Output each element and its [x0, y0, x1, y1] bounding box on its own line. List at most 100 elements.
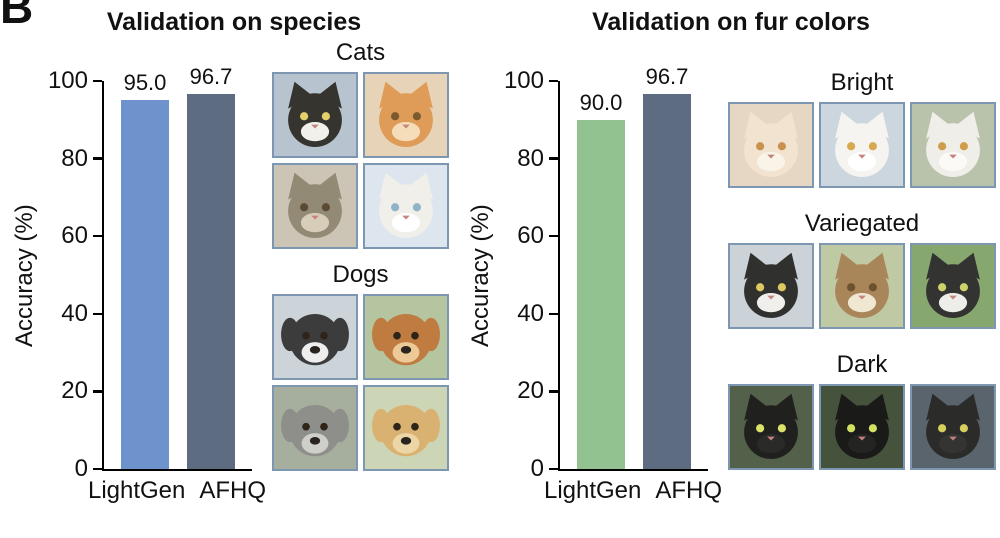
species-bar-chart: Accuracy (%) 95.0 96.7 0 20 40 60 80 100 Light…	[10, 37, 266, 538]
fur-bar-chart: Accuracy (%) 90.0 96.7 0 20 40 60 80 100 Light…	[466, 37, 722, 538]
y-tick-mark	[549, 157, 558, 160]
cat-photo-bright-1	[728, 102, 814, 188]
x-category-label-afhq: AFHQ	[199, 477, 267, 504]
species-x-axis-categories: LightGen AFHQ	[88, 471, 266, 505]
cat-photo-dark-3	[910, 384, 996, 470]
species-panel-title: Validation on species	[106, 8, 362, 36]
y-tick-mark	[549, 390, 558, 393]
y-tick-100: 100	[40, 69, 102, 93]
y-tick-label: 0	[74, 455, 88, 482]
fur-plot-column: 90.0 96.7 0 20 40 60 80 100 LightGen AFHQ	[496, 37, 722, 538]
dog-face-icon	[281, 313, 349, 366]
bar-lightgen	[121, 100, 169, 469]
cat-face-icon	[926, 393, 980, 460]
cat-face-icon	[744, 111, 798, 178]
y-tick-mark	[93, 234, 102, 238]
dog-photo-dogs-2	[363, 294, 449, 380]
species-plot-column: 95.0 96.7 0 20 40 60 80 100 LightGen AFHQ	[40, 37, 266, 538]
y-tick-mark	[93, 312, 102, 316]
dog-photo-dogs-1	[272, 294, 358, 380]
bar-value-label-lightgen: 95.0	[123, 70, 167, 96]
image-group-dogs: Dogs	[272, 261, 449, 471]
cat-face-icon	[379, 172, 433, 239]
y-tick-label: 60	[517, 222, 544, 250]
bar-afhq	[643, 93, 691, 469]
species-panel-body: Accuracy (%) 95.0 96.7 0 20 40 60 80 100 Light…	[10, 37, 458, 538]
y-tick-80: 80	[496, 144, 558, 172]
species-validation-panel: Validation on species Accuracy (%) 95.0 9…	[10, 6, 458, 538]
y-tick-mark	[549, 467, 558, 471]
fur-panel-title: Validation on fur colors	[592, 8, 870, 36]
bar-value-label-afhq: 96.7	[189, 63, 233, 89]
dog-face-icon	[372, 404, 440, 457]
y-tick-100: 100	[496, 69, 558, 93]
bar-group-lightgen: 95.0	[121, 70, 169, 469]
fur-x-axis-categories: LightGen AFHQ	[544, 471, 722, 505]
image-group-dark: Dark	[728, 351, 996, 470]
fur-example-images: Bright Variegated Dark	[728, 69, 996, 538]
dog-photo-dogs-4	[363, 385, 449, 471]
y-tick-mark	[93, 157, 102, 160]
cat-photo-variegated-2	[819, 243, 905, 329]
image-grid-dogs	[272, 294, 449, 471]
cat-face-icon	[288, 81, 342, 148]
x-category-label-afhq: AFHQ	[655, 477, 723, 504]
cat-face-icon	[744, 393, 798, 460]
dog-face-icon	[281, 404, 349, 457]
y-tick-60: 60	[40, 224, 102, 248]
image-grid-bright	[728, 102, 996, 188]
y-tick-label: 0	[530, 455, 544, 482]
cat-photo-bright-2	[819, 102, 905, 188]
bar-afhq	[187, 93, 235, 469]
fur-plot-area: 90.0 96.7 0 20 40 60 80 100	[504, 64, 708, 481]
fur-panel-body: Accuracy (%) 90.0 96.7 0 20 40 60 80 100 Light…	[466, 37, 996, 538]
y-tick-label: 100	[503, 67, 544, 94]
fur-y-axis-label: Accuracy (%)	[467, 204, 494, 348]
y-tick-0: 0	[496, 457, 558, 481]
y-tick-mark	[549, 234, 558, 238]
image-group-label-cats: Cats	[335, 39, 386, 66]
y-tick-label: 20	[61, 377, 88, 405]
species-bars: 95.0 96.7	[104, 64, 252, 469]
image-group-label-dark: Dark	[836, 351, 888, 378]
y-tick-mark	[93, 79, 102, 83]
cat-face-icon	[744, 252, 798, 319]
y-tick-mark	[549, 312, 558, 316]
cat-photo-variegated-1	[728, 243, 814, 329]
cat-photo-cats-4	[363, 163, 449, 249]
bar-group-afhq: 96.7	[187, 64, 235, 469]
cat-photo-cats-1	[272, 72, 358, 158]
species-example-images: Cats Dogs	[272, 39, 449, 538]
bar-value-label-afhq: 96.7	[645, 63, 689, 89]
y-tick-40: 40	[496, 299, 558, 327]
cat-face-icon	[926, 252, 980, 319]
cat-photo-dark-1	[728, 384, 814, 470]
cat-photo-variegated-3	[910, 243, 996, 329]
species-plot-area: 95.0 96.7 0 20 40 60 80 100	[48, 64, 252, 481]
cat-face-icon	[835, 111, 889, 178]
image-group-label-dogs: Dogs	[332, 261, 389, 288]
x-category-label-lightgen: LightGen	[543, 477, 642, 504]
bar-value-label-lightgen: 90.0	[579, 89, 623, 115]
y-tick-label: 40	[61, 299, 88, 327]
y-tick-80: 80	[40, 146, 102, 171]
y-tick-label: 80	[517, 144, 544, 172]
fur-color-validation-panel: Validation on fur colors Accuracy (%) 90…	[466, 6, 996, 538]
x-category-label-lightgen: LightGen	[87, 477, 186, 504]
cat-face-icon	[288, 172, 342, 239]
y-tick-label: 40	[517, 299, 544, 327]
cat-face-icon	[835, 393, 889, 460]
cat-face-icon	[926, 111, 980, 178]
image-grid-dark	[728, 384, 996, 470]
y-tick-0: 0	[40, 457, 102, 481]
y-tick-40: 40	[40, 299, 102, 327]
y-tick-label: 20	[517, 377, 544, 405]
species-y-axis-label: Accuracy (%)	[11, 204, 38, 348]
y-tick-mark	[93, 390, 102, 393]
bar-group-lightgen: 90.0	[577, 81, 625, 469]
cat-photo-dark-2	[819, 384, 905, 470]
image-grid-variegated	[728, 243, 996, 329]
cat-face-icon	[379, 81, 433, 148]
image-group-label-bright: Bright	[830, 69, 894, 96]
